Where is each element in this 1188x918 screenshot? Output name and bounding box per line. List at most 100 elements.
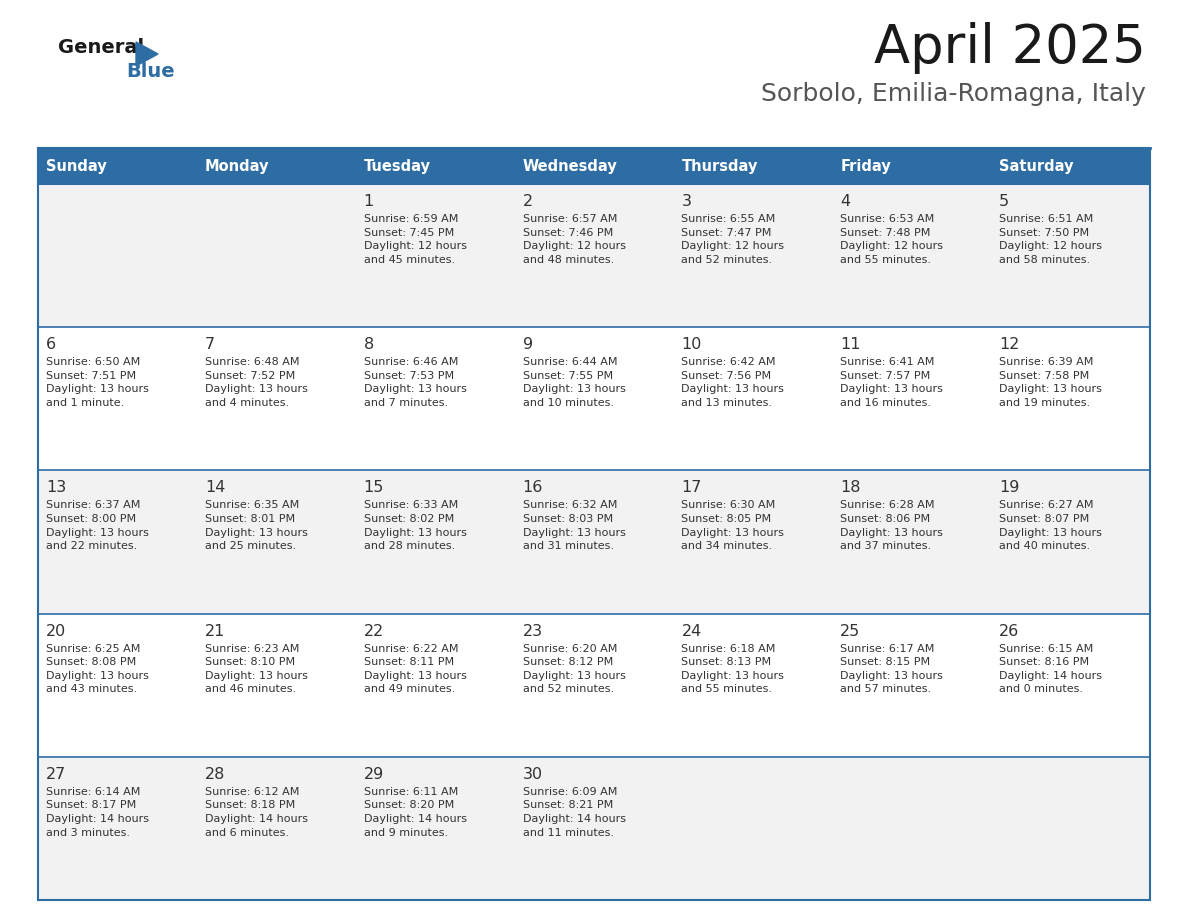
Text: April 2025: April 2025 (874, 22, 1146, 74)
Polygon shape (135, 42, 158, 66)
Text: Sorbolo, Emilia-Romagna, Italy: Sorbolo, Emilia-Romagna, Italy (762, 82, 1146, 106)
Text: Sunrise: 6:14 AM
Sunset: 8:17 PM
Daylight: 14 hours
and 3 minutes.: Sunrise: 6:14 AM Sunset: 8:17 PM Dayligh… (46, 787, 148, 837)
Text: 8: 8 (364, 337, 374, 353)
Bar (991, 613, 1150, 756)
Bar (355, 756, 514, 900)
Text: Sunrise: 6:51 AM
Sunset: 7:50 PM
Daylight: 12 hours
and 58 minutes.: Sunrise: 6:51 AM Sunset: 7:50 PM Dayligh… (999, 214, 1102, 264)
Bar (514, 184, 674, 327)
Bar (197, 184, 355, 327)
Text: Sunrise: 6:23 AM
Sunset: 8:10 PM
Daylight: 13 hours
and 46 minutes.: Sunrise: 6:23 AM Sunset: 8:10 PM Dayligh… (204, 644, 308, 694)
Text: 24: 24 (682, 623, 702, 639)
Bar (991, 327, 1150, 470)
Bar (991, 470, 1150, 613)
Text: Sunrise: 6:41 AM
Sunset: 7:57 PM
Daylight: 13 hours
and 16 minutes.: Sunrise: 6:41 AM Sunset: 7:57 PM Dayligh… (840, 357, 943, 408)
Text: Sunrise: 6:20 AM
Sunset: 8:12 PM
Daylight: 13 hours
and 52 minutes.: Sunrise: 6:20 AM Sunset: 8:12 PM Dayligh… (523, 644, 625, 694)
Bar (991, 184, 1150, 327)
Text: 29: 29 (364, 767, 384, 782)
Text: Sunrise: 6:25 AM
Sunset: 8:08 PM
Daylight: 13 hours
and 43 minutes.: Sunrise: 6:25 AM Sunset: 8:08 PM Dayligh… (46, 644, 148, 694)
Text: 5: 5 (999, 194, 1010, 209)
Text: Sunrise: 6:09 AM
Sunset: 8:21 PM
Daylight: 14 hours
and 11 minutes.: Sunrise: 6:09 AM Sunset: 8:21 PM Dayligh… (523, 787, 626, 837)
Bar (355, 470, 514, 613)
Bar (38, 184, 197, 327)
Text: 22: 22 (364, 623, 384, 639)
Bar (38, 613, 197, 756)
Text: Sunrise: 6:18 AM
Sunset: 8:13 PM
Daylight: 13 hours
and 55 minutes.: Sunrise: 6:18 AM Sunset: 8:13 PM Dayligh… (682, 644, 784, 694)
Bar (38, 470, 197, 613)
Text: 15: 15 (364, 480, 384, 496)
Text: 2: 2 (523, 194, 532, 209)
Text: 25: 25 (840, 623, 860, 639)
Text: 21: 21 (204, 623, 226, 639)
Bar (197, 327, 355, 470)
Bar (674, 327, 833, 470)
Text: 28: 28 (204, 767, 226, 782)
Bar (991, 756, 1150, 900)
Text: Monday: Monday (204, 159, 270, 174)
Bar (991, 148, 1150, 184)
Text: Sunrise: 6:12 AM
Sunset: 8:18 PM
Daylight: 14 hours
and 6 minutes.: Sunrise: 6:12 AM Sunset: 8:18 PM Dayligh… (204, 787, 308, 837)
Text: 27: 27 (46, 767, 67, 782)
Text: 26: 26 (999, 623, 1019, 639)
Text: Sunrise: 6:33 AM
Sunset: 8:02 PM
Daylight: 13 hours
and 28 minutes.: Sunrise: 6:33 AM Sunset: 8:02 PM Dayligh… (364, 500, 467, 551)
Text: 19: 19 (999, 480, 1019, 496)
Text: Sunrise: 6:50 AM
Sunset: 7:51 PM
Daylight: 13 hours
and 1 minute.: Sunrise: 6:50 AM Sunset: 7:51 PM Dayligh… (46, 357, 148, 408)
Text: Sunday: Sunday (46, 159, 107, 174)
Bar (197, 613, 355, 756)
Text: Sunrise: 6:17 AM
Sunset: 8:15 PM
Daylight: 13 hours
and 57 minutes.: Sunrise: 6:17 AM Sunset: 8:15 PM Dayligh… (840, 644, 943, 694)
Text: 18: 18 (840, 480, 861, 496)
Bar (38, 756, 197, 900)
Text: Wednesday: Wednesday (523, 159, 618, 174)
Text: Sunrise: 6:27 AM
Sunset: 8:07 PM
Daylight: 13 hours
and 40 minutes.: Sunrise: 6:27 AM Sunset: 8:07 PM Dayligh… (999, 500, 1102, 551)
Text: Sunrise: 6:30 AM
Sunset: 8:05 PM
Daylight: 13 hours
and 34 minutes.: Sunrise: 6:30 AM Sunset: 8:05 PM Dayligh… (682, 500, 784, 551)
Text: 14: 14 (204, 480, 226, 496)
Bar (355, 184, 514, 327)
Text: Thursday: Thursday (682, 159, 758, 174)
Text: 9: 9 (523, 337, 532, 353)
Bar (833, 184, 991, 327)
Bar (197, 756, 355, 900)
Text: Sunrise: 6:15 AM
Sunset: 8:16 PM
Daylight: 14 hours
and 0 minutes.: Sunrise: 6:15 AM Sunset: 8:16 PM Dayligh… (999, 644, 1102, 694)
Text: Blue: Blue (126, 62, 175, 81)
Text: Sunrise: 6:57 AM
Sunset: 7:46 PM
Daylight: 12 hours
and 48 minutes.: Sunrise: 6:57 AM Sunset: 7:46 PM Dayligh… (523, 214, 626, 264)
Bar (833, 756, 991, 900)
Text: 20: 20 (46, 623, 67, 639)
Bar (38, 327, 197, 470)
Text: Sunrise: 6:59 AM
Sunset: 7:45 PM
Daylight: 12 hours
and 45 minutes.: Sunrise: 6:59 AM Sunset: 7:45 PM Dayligh… (364, 214, 467, 264)
Text: 1: 1 (364, 194, 374, 209)
Bar (514, 613, 674, 756)
Text: Sunrise: 6:44 AM
Sunset: 7:55 PM
Daylight: 13 hours
and 10 minutes.: Sunrise: 6:44 AM Sunset: 7:55 PM Dayligh… (523, 357, 625, 408)
Text: Friday: Friday (840, 159, 891, 174)
Text: Sunrise: 6:46 AM
Sunset: 7:53 PM
Daylight: 13 hours
and 7 minutes.: Sunrise: 6:46 AM Sunset: 7:53 PM Dayligh… (364, 357, 467, 408)
Text: 7: 7 (204, 337, 215, 353)
Text: 10: 10 (682, 337, 702, 353)
Text: Tuesday: Tuesday (364, 159, 431, 174)
Text: Sunrise: 6:39 AM
Sunset: 7:58 PM
Daylight: 13 hours
and 19 minutes.: Sunrise: 6:39 AM Sunset: 7:58 PM Dayligh… (999, 357, 1102, 408)
Bar (355, 613, 514, 756)
Text: Sunrise: 6:32 AM
Sunset: 8:03 PM
Daylight: 13 hours
and 31 minutes.: Sunrise: 6:32 AM Sunset: 8:03 PM Dayligh… (523, 500, 625, 551)
Text: 6: 6 (46, 337, 56, 353)
Bar (674, 470, 833, 613)
Bar (514, 327, 674, 470)
Bar (674, 148, 833, 184)
Bar (38, 148, 197, 184)
Text: 17: 17 (682, 480, 702, 496)
Text: 23: 23 (523, 623, 543, 639)
Text: Sunrise: 6:37 AM
Sunset: 8:00 PM
Daylight: 13 hours
and 22 minutes.: Sunrise: 6:37 AM Sunset: 8:00 PM Dayligh… (46, 500, 148, 551)
Text: Saturday: Saturday (999, 159, 1074, 174)
Bar (355, 327, 514, 470)
Bar (674, 613, 833, 756)
Text: 3: 3 (682, 194, 691, 209)
Text: Sunrise: 6:42 AM
Sunset: 7:56 PM
Daylight: 13 hours
and 13 minutes.: Sunrise: 6:42 AM Sunset: 7:56 PM Dayligh… (682, 357, 784, 408)
Text: 30: 30 (523, 767, 543, 782)
Bar (514, 148, 674, 184)
Bar (833, 613, 991, 756)
Text: Sunrise: 6:11 AM
Sunset: 8:20 PM
Daylight: 14 hours
and 9 minutes.: Sunrise: 6:11 AM Sunset: 8:20 PM Dayligh… (364, 787, 467, 837)
Text: 16: 16 (523, 480, 543, 496)
Text: Sunrise: 6:35 AM
Sunset: 8:01 PM
Daylight: 13 hours
and 25 minutes.: Sunrise: 6:35 AM Sunset: 8:01 PM Dayligh… (204, 500, 308, 551)
Text: 11: 11 (840, 337, 861, 353)
Text: 4: 4 (840, 194, 851, 209)
Bar (833, 327, 991, 470)
Bar (355, 148, 514, 184)
Bar (674, 756, 833, 900)
Text: 12: 12 (999, 337, 1019, 353)
